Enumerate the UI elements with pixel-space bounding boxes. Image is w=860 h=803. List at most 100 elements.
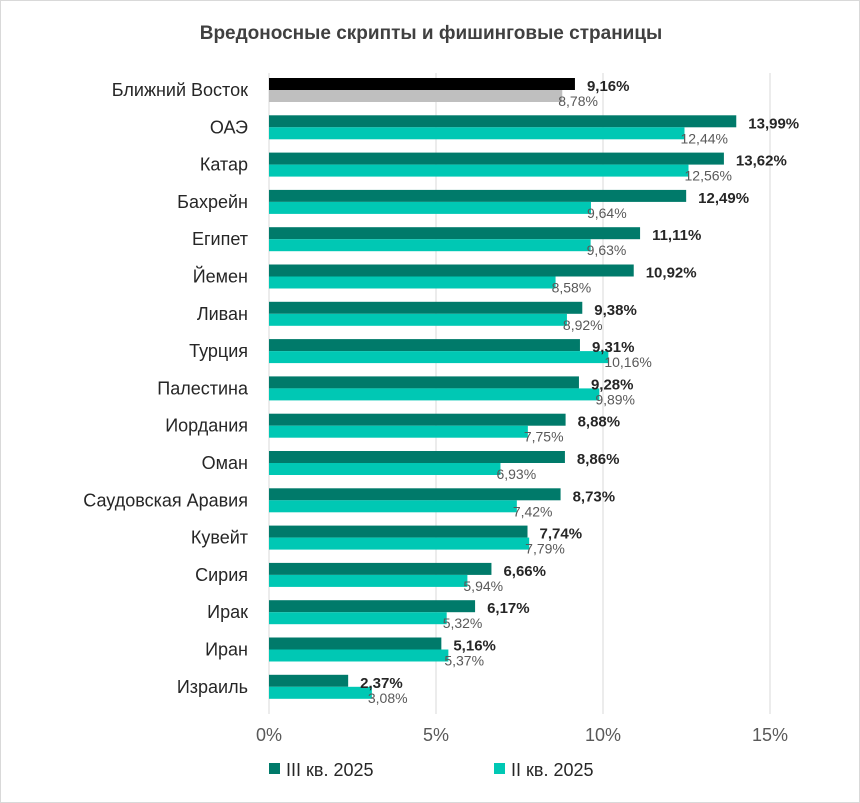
value-label-q3: 8,88%: [578, 414, 621, 431]
bar-q2: [269, 612, 447, 625]
bar-q3: [269, 189, 687, 202]
value-label-q2: 12,44%: [680, 130, 727, 146]
category-label: Палестина: [157, 378, 249, 398]
value-label-q3: 13,99%: [748, 115, 799, 132]
value-label-q3: 7,74%: [540, 526, 583, 543]
value-label-q3: 5,16%: [453, 638, 496, 655]
value-label-q2: 5,94%: [463, 578, 503, 594]
x-tick-label: 10%: [585, 725, 621, 745]
bar-q3: [269, 227, 641, 240]
value-label-q3: 9,31%: [592, 339, 635, 356]
bar-q3: [269, 301, 583, 314]
bar-q2: [269, 388, 600, 401]
bar-q2: [269, 313, 567, 326]
category-label: Бахрейн: [177, 192, 248, 212]
x-tick-label: 0%: [256, 725, 282, 745]
legend-label-q2: II кв. 2025: [511, 760, 594, 780]
bar-q2: [269, 276, 556, 289]
bar-q3: [269, 78, 575, 90]
bar-q2: [269, 649, 449, 662]
bar-q2: [269, 239, 591, 252]
category-label: Ливан: [197, 304, 248, 324]
bar-q2: [269, 463, 501, 475]
bar-q3: [269, 451, 565, 463]
category-label: Саудовская Аравия: [83, 490, 248, 510]
bar-q3: [269, 600, 476, 613]
value-label-q3: 13,62%: [736, 153, 787, 170]
category-label: Израиль: [177, 677, 248, 697]
bar-q3: [269, 637, 442, 650]
category-label: Оман: [202, 453, 248, 473]
legend-swatch-q2: [494, 763, 505, 774]
category-label: Египет: [192, 229, 248, 249]
category-label: Иордания: [165, 416, 248, 436]
bar-q3: [269, 488, 561, 501]
value-label-q2: 7,42%: [513, 503, 553, 519]
bar-q3: [269, 339, 580, 352]
bar-q3: [269, 413, 566, 426]
bar-q2: [269, 500, 517, 513]
bar-q2: [269, 127, 685, 140]
x-tick-label: 5%: [423, 725, 449, 745]
value-label-q3: 8,73%: [573, 488, 616, 505]
bar-q2: [269, 425, 528, 438]
bar-q3: [269, 115, 737, 128]
value-label-q3: 9,28%: [591, 376, 634, 393]
value-label-q2: 5,32%: [443, 615, 483, 631]
category-label: Ирак: [207, 602, 248, 622]
value-label-q3: 8,86%: [577, 451, 620, 468]
value-label-q2: 3,08%: [368, 690, 408, 706]
bar-q3: [269, 674, 349, 687]
bar-q3: [269, 562, 492, 575]
bar-q2: [269, 537, 530, 550]
value-label-q2: 8,58%: [552, 280, 592, 296]
value-label-q2: 9,64%: [587, 205, 627, 221]
value-label-q3: 2,37%: [360, 675, 403, 692]
value-label-q3: 11,11%: [652, 227, 701, 244]
category-label: Турция: [189, 341, 248, 361]
category-labels: Ближний Восток ОАЭ Катар Бахрейн Египет Йемен…: [83, 80, 249, 697]
value-label-q3: 6,17%: [487, 600, 530, 617]
legend-swatch-q3: [269, 763, 280, 774]
category-label: Иран: [205, 640, 248, 660]
value-label-q2: 5,37%: [444, 653, 484, 669]
bar-q3: [269, 152, 724, 165]
value-label-q2: 7,75%: [524, 429, 564, 445]
value-label-q3: 12,49%: [698, 190, 749, 207]
bar-q3: [269, 376, 579, 389]
value-label-q3: 9,16%: [587, 78, 630, 95]
value-label-q2: 8,92%: [563, 317, 603, 333]
value-label-q2: 8,78%: [558, 93, 598, 109]
value-label-q2: 7,79%: [525, 541, 565, 557]
category-label: ОАЭ: [210, 117, 248, 137]
category-label: Ближний Восток: [112, 80, 248, 100]
chart-title: Вредоносные скрипты и фишинговые страниц…: [200, 23, 663, 44]
x-tick-label: 15%: [752, 725, 788, 745]
value-label-q2: 6,93%: [496, 466, 536, 482]
bar-q2: [269, 164, 689, 177]
bars: [269, 78, 737, 699]
category-label: Катар: [200, 155, 248, 175]
bar-q3: [269, 525, 528, 538]
bar-q2: [269, 686, 372, 699]
bar-q3: [269, 264, 634, 277]
bar-q2: [269, 351, 609, 364]
value-label-q3: 6,66%: [503, 563, 546, 580]
value-label-q2: 9,89%: [595, 391, 635, 407]
value-label-q3: 10,92%: [646, 265, 697, 282]
value-label-q2: 12,56%: [685, 168, 732, 184]
value-label-q3: 9,38%: [594, 302, 637, 319]
value-label-q2: 10,16%: [604, 354, 651, 370]
bar-q2: [269, 90, 563, 102]
legend-label-q3: III кв. 2025: [286, 760, 374, 780]
x-axis-ticks: 0% 5% 10% 15%: [256, 725, 788, 745]
bar-q2: [269, 574, 468, 587]
category-label: Йемен: [193, 266, 248, 287]
bar-q2: [269, 201, 591, 214]
value-label-q2: 9,63%: [587, 242, 627, 258]
category-label: Сирия: [195, 565, 248, 585]
legend: III кв. 2025 II кв. 2025: [269, 760, 594, 780]
category-label: Кувейт: [191, 528, 248, 548]
value-labels: 9,16%8,78% 13,99% 12,44% 13,62%12,56% 12,49%…: [360, 78, 799, 706]
